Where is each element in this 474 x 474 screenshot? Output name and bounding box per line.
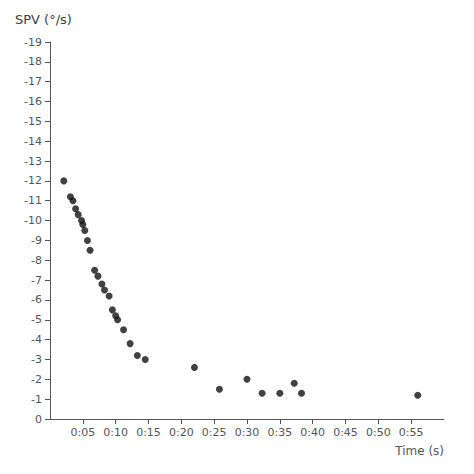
svg-text:-2: -2 bbox=[31, 373, 42, 386]
svg-text:-5: -5 bbox=[31, 313, 42, 326]
svg-text:0:50: 0:50 bbox=[366, 426, 391, 439]
svg-text:-19: -19 bbox=[24, 36, 42, 49]
svg-text:-16: -16 bbox=[24, 95, 42, 108]
svg-text:-14: -14 bbox=[24, 135, 42, 148]
svg-text:-12: -12 bbox=[24, 174, 42, 187]
svg-text:-15: -15 bbox=[24, 115, 42, 128]
svg-text:0:05: 0:05 bbox=[70, 426, 95, 439]
svg-text:-3: -3 bbox=[31, 353, 42, 366]
svg-text:-9: -9 bbox=[31, 234, 42, 247]
svg-text:-1: -1 bbox=[31, 393, 42, 406]
svg-text:0:30: 0:30 bbox=[235, 426, 260, 439]
svg-text:-6: -6 bbox=[31, 293, 42, 306]
svg-text:0:10: 0:10 bbox=[103, 426, 128, 439]
svg-text:-17: -17 bbox=[24, 75, 42, 88]
svg-text:-7: -7 bbox=[31, 274, 42, 287]
svg-text:0:40: 0:40 bbox=[300, 426, 325, 439]
svg-text:0:45: 0:45 bbox=[333, 426, 358, 439]
svg-text:-4: -4 bbox=[31, 333, 42, 346]
svg-text:SPV (°/s): SPV (°/s) bbox=[15, 12, 72, 27]
svg-text:0: 0 bbox=[35, 413, 42, 426]
svg-text:0:35: 0:35 bbox=[267, 426, 292, 439]
svg-text:-13: -13 bbox=[24, 155, 42, 168]
svg-text:-8: -8 bbox=[31, 254, 42, 267]
svg-text:0:25: 0:25 bbox=[202, 426, 227, 439]
svg-text:-10: -10 bbox=[24, 214, 42, 227]
svg-text:0:20: 0:20 bbox=[169, 426, 194, 439]
svg-text:-11: -11 bbox=[24, 194, 42, 207]
svg-text:0:55: 0:55 bbox=[399, 426, 424, 439]
svg-text:Time (s): Time (s) bbox=[394, 444, 444, 458]
svg-text:0:15: 0:15 bbox=[136, 426, 161, 439]
svg-text:-18: -18 bbox=[24, 55, 42, 68]
